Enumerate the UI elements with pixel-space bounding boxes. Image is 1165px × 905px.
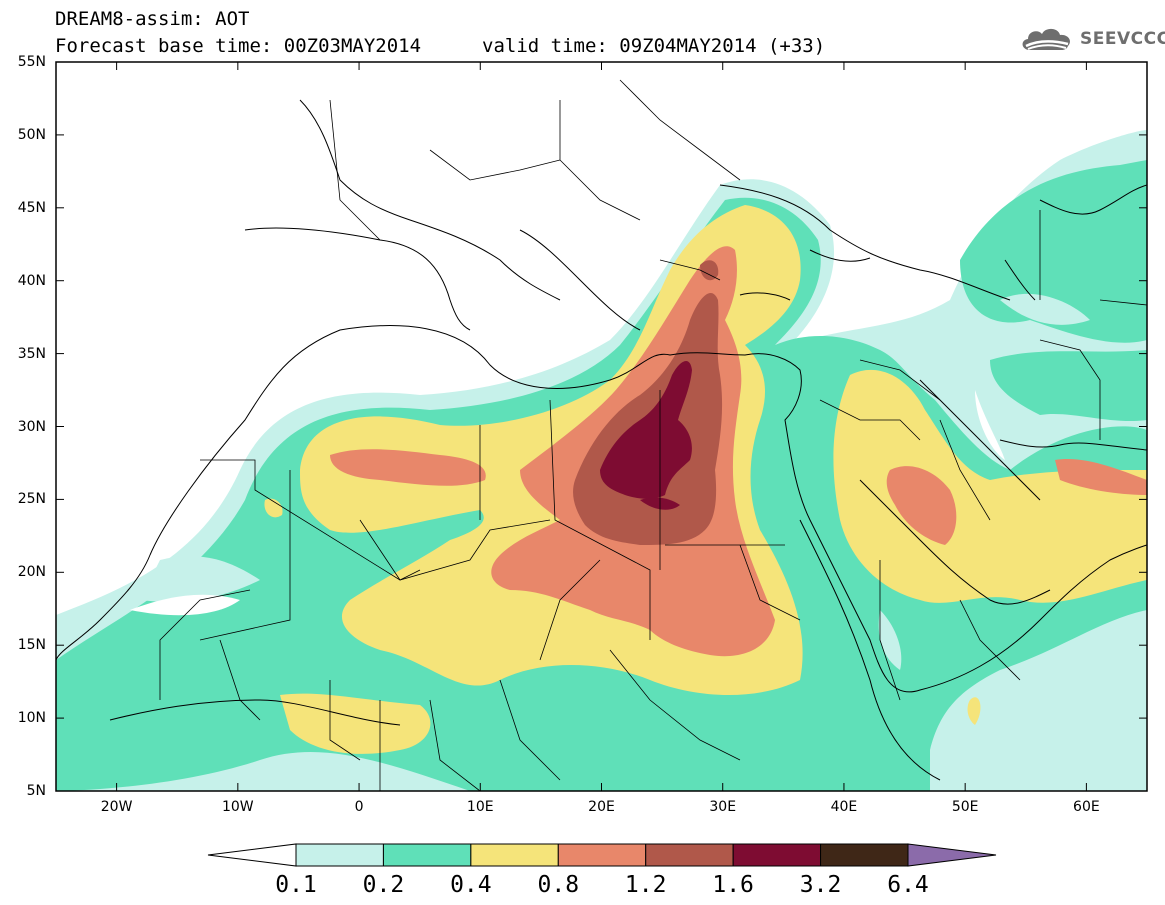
- coastlines: [56, 99, 1147, 781]
- cloud-icon: [1022, 28, 1071, 50]
- colorbar-level-label: 1.6: [712, 872, 754, 898]
- colorbar-cell: [382, 843, 472, 867]
- lat-tick-label: 25N: [17, 491, 46, 508]
- lat-tick-label: 40N: [17, 272, 46, 289]
- lat-tick-label: 10N: [17, 710, 46, 727]
- lon-tick-label: 0: [354, 799, 364, 815]
- colorbar-cell: [645, 843, 734, 867]
- lon-tick-label: 20E: [588, 799, 615, 815]
- valid-time: valid time: 09Z04MAY2014 (+33): [482, 35, 826, 57]
- colorbar-level-label: 0.2: [362, 872, 405, 898]
- country-borders: [159, 79, 1147, 791]
- lat-tick-label: 45N: [17, 199, 46, 216]
- lon-tick-label: 60E: [1073, 799, 1100, 815]
- lat-tick-label: 50N: [17, 126, 46, 143]
- lon-tick-label: 10E: [466, 799, 494, 815]
- aot-band-gaps: [140, 293, 1090, 670]
- lon-tick-label: 50E: [951, 799, 979, 815]
- lat-tick-label: 5N: [26, 783, 46, 799]
- axis-ticks: [56, 61, 1147, 792]
- colorbar-high-arrow: [907, 843, 997, 867]
- colorbar-level-label: 0.4: [450, 872, 492, 898]
- colorbar-cell: [732, 843, 822, 867]
- colorbar-cell: [470, 843, 559, 867]
- colorbar-level-label: 0.1: [275, 872, 317, 898]
- aot-clear-areas: [130, 390, 1005, 616]
- lon-tick-label: 30E: [709, 799, 737, 815]
- lat-tick-label: 20N: [17, 564, 46, 581]
- logo-text: SEEVCCC: [1080, 29, 1165, 49]
- aot-contour-fill: [56, 62, 1147, 791]
- colorbar-level-label: 0.8: [537, 872, 580, 898]
- colorbar-cell: [295, 843, 384, 867]
- lat-tick-label: 30N: [17, 418, 46, 435]
- colorbar-cell: [820, 843, 909, 867]
- forecast-base-time: Forecast base time: 00Z03MAY2014: [55, 35, 422, 57]
- colorbar-level-label: 6.4: [887, 872, 929, 898]
- colorbar-low-arrow: [207, 843, 297, 867]
- lon-tick-label: 20W: [100, 799, 133, 815]
- colorbar-cell: [557, 843, 647, 867]
- colorbar-level-label: 1.2: [624, 872, 667, 898]
- seevccc-logo: SEEVCCC: [1018, 22, 1165, 56]
- lat-tick-label: 55N: [17, 54, 46, 70]
- lat-tick-label: 15N: [17, 637, 46, 654]
- colorbar: [207, 843, 997, 867]
- lat-tick-label: 35N: [17, 345, 46, 362]
- map-title: DREAM8-assim: AOT: [55, 8, 250, 30]
- lon-tick-label: 40E: [830, 799, 858, 815]
- lon-tick-label: 10W: [221, 799, 254, 815]
- colorbar-level-label: 3.2: [799, 872, 842, 898]
